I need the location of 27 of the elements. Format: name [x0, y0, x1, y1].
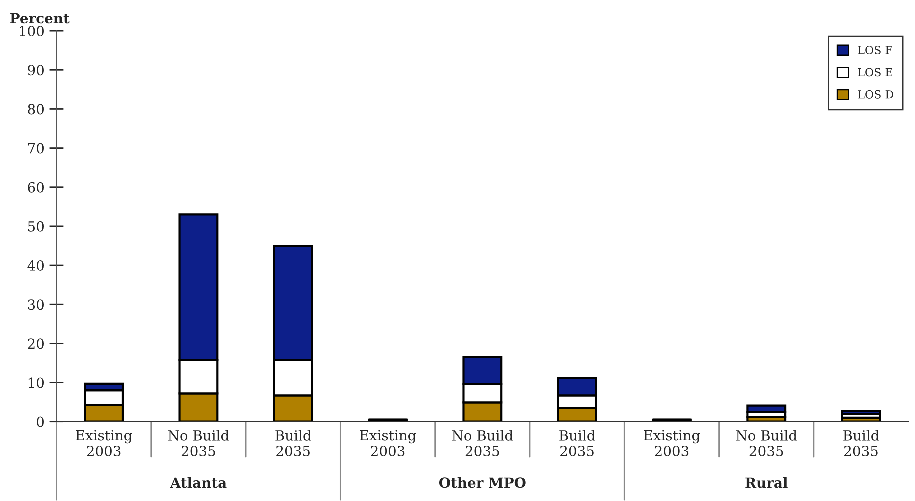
x-tick-label: No Build 2035	[736, 430, 798, 456]
y-tick-label: 90	[28, 65, 44, 76]
text: Rural	[746, 477, 788, 488]
x-tick-label: Existing 2003	[360, 430, 416, 456]
text: Other MPO	[439, 477, 526, 488]
x-tick-label: Build 2035	[560, 430, 596, 456]
y-tick-label: 30	[28, 300, 44, 310]
x-tick-label: Build 2035	[276, 430, 312, 456]
y-tick-label: 10	[28, 378, 44, 388]
x-tick-label: No Build 2035	[452, 430, 514, 456]
y-axis-title: Percent	[10, 13, 70, 24]
x-tick-label: Build 2035	[844, 430, 880, 456]
legend-label: LOS F	[858, 46, 892, 54]
text: Atlanta	[170, 477, 227, 488]
legend-label: LOS E	[858, 68, 892, 77]
y-tick-label: 20	[28, 338, 44, 350]
legend-label: LOS D	[858, 90, 894, 99]
y-tick-label: 60	[28, 182, 44, 193]
y-tick-label: 100	[20, 26, 44, 37]
x-tick-label: Existing 2003	[76, 430, 132, 456]
y-tick-label: 50	[28, 221, 44, 232]
x-tick-label: Existing 2003	[644, 430, 700, 456]
y-tick-label: 70	[28, 143, 44, 154]
x-tick-label: No Build 2035	[168, 430, 230, 456]
y-tick-label: 80	[28, 104, 44, 115]
y-tick-label: 40	[28, 260, 44, 272]
y-tick-label: 0	[37, 416, 44, 428]
